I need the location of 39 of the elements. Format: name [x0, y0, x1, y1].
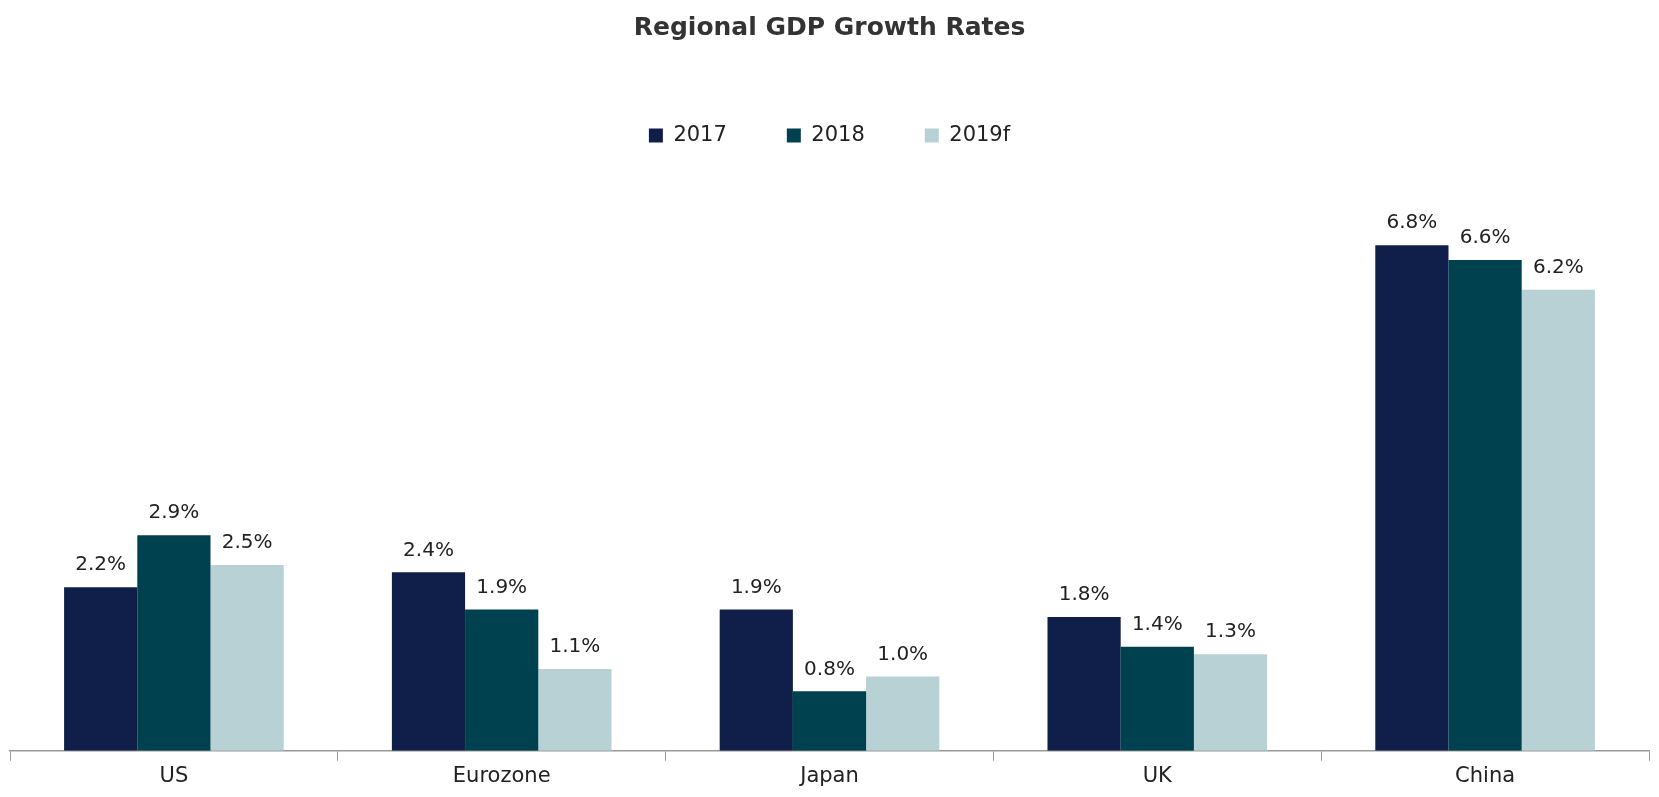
- data-label: 0.8%: [804, 655, 855, 680]
- bar: [792, 691, 867, 751]
- bar: [465, 609, 539, 751]
- bar: [1193, 654, 1268, 751]
- x-tick-label: UK: [1142, 762, 1174, 787]
- bar: [538, 669, 612, 751]
- bar: [1047, 616, 1121, 751]
- bar: [1521, 289, 1595, 751]
- data-label: 1.3%: [1205, 618, 1256, 643]
- x-tick-label: Eurozone: [452, 762, 551, 787]
- bar: [866, 676, 940, 751]
- data-label: 1.9%: [476, 573, 528, 598]
- data-label: 6.6%: [1459, 224, 1511, 249]
- bar: [391, 572, 466, 751]
- x-tick-label: China: [1455, 762, 1516, 787]
- data-label: 1.1%: [549, 633, 601, 658]
- legend-label: 2018: [811, 121, 865, 146]
- data-label: 6.8%: [1386, 209, 1438, 234]
- bar: [64, 587, 138, 751]
- legend-label: 2019f: [949, 121, 1011, 146]
- data-label: 1.9%: [730, 573, 782, 598]
- data-label: 1.0%: [877, 640, 929, 665]
- legend-label: 2017: [673, 121, 727, 146]
- bar: [1448, 260, 1522, 751]
- bar: [210, 564, 284, 751]
- data-label: 2.9%: [148, 499, 200, 524]
- data-label: 2.2%: [75, 551, 127, 576]
- bar: [719, 609, 793, 751]
- bar: [137, 535, 211, 751]
- x-tick-label: Japan: [798, 762, 859, 787]
- x-tick-label: US: [159, 762, 189, 787]
- data-label: 6.2%: [1532, 254, 1584, 279]
- data-label: 1.8%: [1058, 581, 1110, 606]
- bar: [1375, 245, 1449, 751]
- data-label: 2.5%: [221, 529, 273, 554]
- chart-title: Regional GDP Growth Rates: [633, 11, 1026, 41]
- bar: [1120, 646, 1194, 751]
- data-label: 1.4%: [1131, 610, 1183, 635]
- data-label: 2.4%: [403, 536, 454, 561]
